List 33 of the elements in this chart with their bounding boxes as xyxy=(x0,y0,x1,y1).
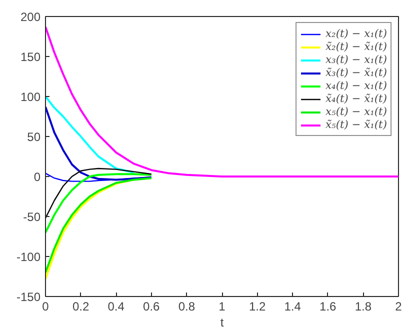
y-tick-label: 50 xyxy=(27,130,41,144)
legend-label: x₂(t) − x₁(t) xyxy=(326,27,387,40)
line-series xyxy=(46,168,152,219)
legend-label: x̃₃(t) − x̃₁(t) xyxy=(326,66,387,79)
x-tick-label: 0.8 xyxy=(178,300,196,314)
y-tick-label: 100 xyxy=(20,90,41,104)
x-tick-label: 0.6 xyxy=(143,300,160,314)
y-tick-label: 200 xyxy=(20,10,41,24)
x-tick-label: 2 xyxy=(395,300,402,314)
y-tick-label: 0 xyxy=(34,170,41,184)
x-tick-label: 1.4 xyxy=(284,300,302,314)
x-tick-label: 0 xyxy=(42,300,50,314)
legend-label: x₅(t) − x₁(t) xyxy=(326,105,387,118)
x-tick-label: 0.2 xyxy=(72,300,90,314)
y-tick-label: 150 xyxy=(20,50,41,64)
line-series xyxy=(46,106,152,181)
legend-label: x̃₂(t) − x̃₁(t) xyxy=(326,40,387,53)
legend-label: x₃(t) − x₁(t) xyxy=(326,53,387,66)
x-tick-label: 0.4 xyxy=(108,300,125,314)
x-tick-label: 1.6 xyxy=(320,300,337,314)
line-series xyxy=(46,173,152,234)
line-series xyxy=(46,96,135,174)
line-series xyxy=(46,26,398,178)
legend-label: x̃₄(t) − x̃₁(t) xyxy=(326,92,387,105)
y-tick-label: -50 xyxy=(23,210,41,224)
x-tick-label: 1.2 xyxy=(248,300,266,314)
legend-label: x₄(t) − x₁(t) xyxy=(326,79,387,92)
x-tick-label: 1.8 xyxy=(354,300,372,314)
legend-label: x̃₅(t) − x̃₁(t) xyxy=(326,118,387,131)
x-axis-title: t xyxy=(220,316,224,330)
x-tick-label: 1 xyxy=(218,300,226,314)
y-tick-label: -150 xyxy=(16,290,41,304)
y-tick-label: -100 xyxy=(16,250,41,264)
